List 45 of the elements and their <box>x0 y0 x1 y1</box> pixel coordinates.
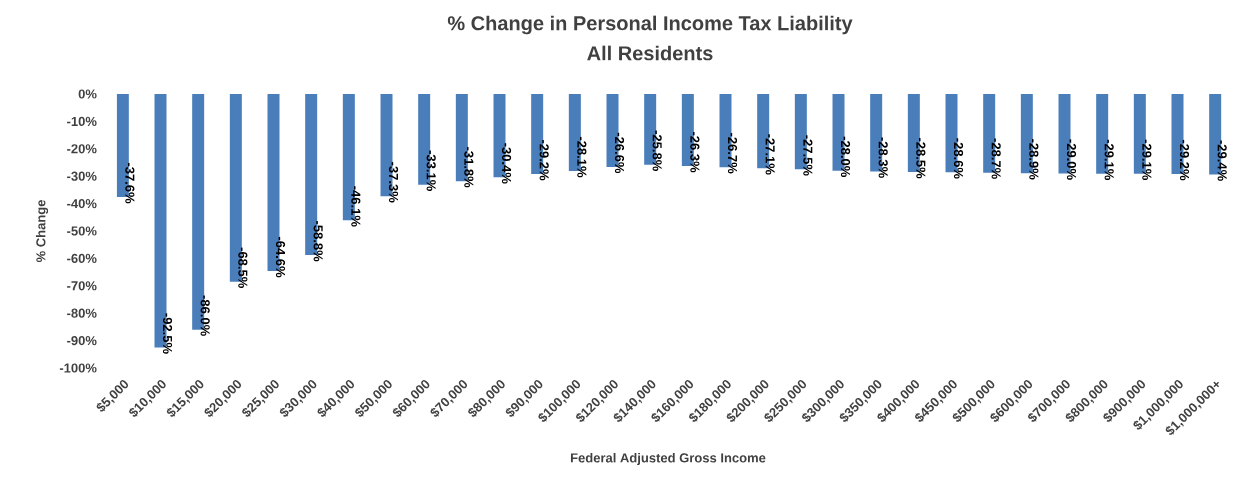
data-label: -27.1% <box>765 134 775 175</box>
data-label: -64.6% <box>275 236 286 278</box>
y-tick-label: -70% <box>67 281 97 291</box>
data-label: -27.5% <box>803 135 813 176</box>
y-tick-label: -10% <box>67 116 97 126</box>
data-label: -26.7% <box>727 133 738 174</box>
data-label: -68.5% <box>238 247 248 288</box>
y-tick-label: -30% <box>67 171 97 181</box>
chart-subtitle: All Residents <box>587 45 713 61</box>
y-tick-label: 0% <box>78 89 97 99</box>
y-tick-label: -100% <box>59 363 97 373</box>
data-label: -86.0% <box>200 295 210 336</box>
data-label: -26.3% <box>690 131 700 173</box>
data-label: -25.8% <box>652 130 662 171</box>
data-label: -30.4% <box>501 143 512 184</box>
data-label: -28.5% <box>916 138 926 179</box>
chart-title: % Change in Personal Income Tax Liability <box>447 15 853 35</box>
data-label: -26.6% <box>614 132 625 174</box>
y-axis-title: % Change <box>35 200 49 263</box>
data-label: -28.7% <box>991 138 1001 179</box>
data-label: -28.6% <box>953 138 964 179</box>
data-label: -92.5% <box>162 313 173 354</box>
data-label: -29.2% <box>1179 139 1190 181</box>
y-tick-label: -50% <box>67 226 97 236</box>
data-label: -46.1% <box>351 186 361 227</box>
data-label: -29.1% <box>1142 139 1152 180</box>
x-axis-title: Federal Adjusted Gross Income <box>571 452 766 466</box>
data-label: -29.2% <box>539 139 549 181</box>
data-label: -58.8% <box>313 221 323 262</box>
y-tick-label: -80% <box>67 308 97 318</box>
y-tick-label: -20% <box>67 144 97 154</box>
data-label: -29.1% <box>1104 139 1114 180</box>
y-tick-label: -60% <box>67 253 97 263</box>
data-label: -28.1% <box>577 136 587 178</box>
y-tick-label: -90% <box>67 336 97 346</box>
data-label: -31.8% <box>464 147 474 188</box>
data-label: -28.3% <box>878 137 888 178</box>
y-tick-label: -40% <box>67 199 97 209</box>
data-label: -29.0% <box>1066 139 1077 180</box>
data-label: -33.1% <box>426 150 436 191</box>
data-label: -28.0% <box>840 136 851 177</box>
data-label: -37.3% <box>388 162 399 203</box>
data-label: -29.4% <box>1217 140 1227 181</box>
data-label: -37.6% <box>125 162 135 204</box>
data-label: -28.9% <box>1029 139 1039 180</box>
